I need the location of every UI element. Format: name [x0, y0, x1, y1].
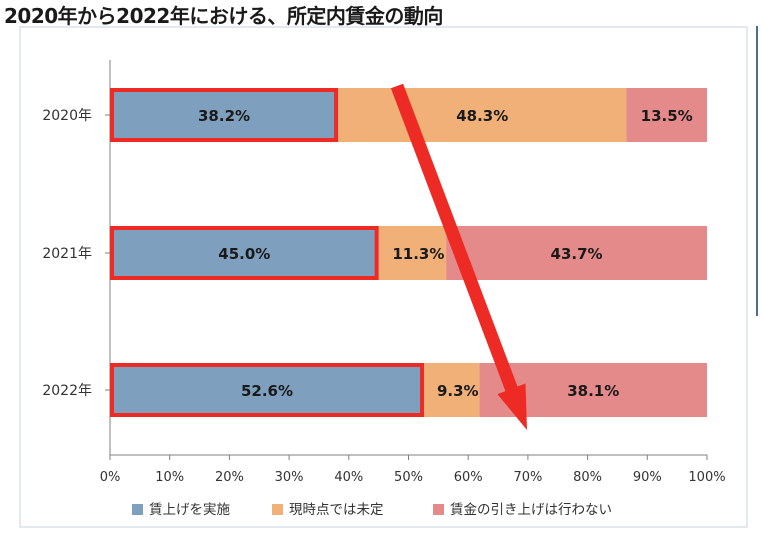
category-label: 2022年	[42, 383, 92, 399]
plot-frame	[19, 26, 748, 528]
right-edge-divider	[756, 26, 758, 316]
highlight-box	[110, 88, 339, 142]
data-label: 38.1%	[567, 382, 619, 400]
bar-segment	[338, 88, 627, 142]
bar-segment	[626, 88, 707, 142]
data-label: 38.2%	[198, 107, 250, 125]
x-tick-label: 50%	[394, 470, 423, 485]
x-tick-label: 60%	[454, 470, 483, 485]
highlight-box	[110, 363, 425, 417]
category-label: 2021年	[42, 246, 92, 262]
x-tick-label: 100%	[688, 470, 725, 485]
data-label: 52.6%	[241, 382, 293, 400]
data-label: 48.3%	[456, 107, 508, 125]
x-tick-label: 20%	[215, 470, 244, 485]
x-tick-label: 10%	[155, 470, 184, 485]
x-tick-label: 80%	[573, 470, 602, 485]
bar-segment	[110, 363, 425, 417]
data-label: 43.7%	[551, 245, 603, 263]
category-label: 2020年	[42, 108, 92, 124]
legend-label: 現時点では未定	[289, 502, 384, 518]
highlight-box	[110, 226, 379, 280]
page-title: 2020年から2022年における、所定内賃金の動向	[4, 4, 443, 28]
data-label: 45.0%	[218, 245, 270, 263]
legend-swatch	[132, 504, 143, 515]
bar-segment	[110, 88, 339, 142]
data-label: 11.3%	[392, 245, 444, 263]
legend-swatch	[272, 504, 283, 515]
bar-segment	[446, 226, 707, 280]
x-tick-label: 30%	[275, 470, 304, 485]
data-label: 9.3%	[437, 382, 479, 400]
bar-segment	[110, 226, 379, 280]
x-tick-label: 70%	[513, 470, 542, 485]
legend-label: 賃金の引き上げは行わない	[450, 502, 612, 518]
x-tick-label: 0%	[100, 470, 121, 485]
bar-segment	[378, 226, 447, 280]
data-label: 13.5%	[641, 107, 693, 125]
x-tick-label: 40%	[334, 470, 363, 485]
bar-segment	[424, 363, 480, 417]
legend-label: 賃上げを実施	[149, 502, 230, 518]
legend-swatch	[433, 504, 444, 515]
x-tick-label: 90%	[633, 470, 662, 485]
trend-arrow	[390, 83, 527, 430]
